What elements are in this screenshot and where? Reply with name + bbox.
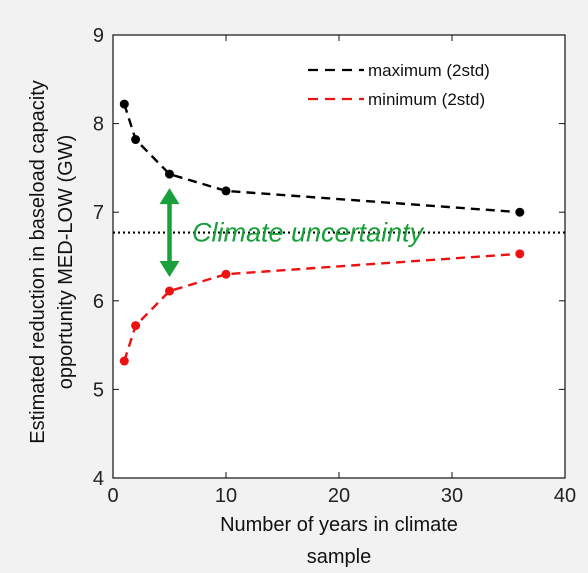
x-tick-label: 20 (328, 485, 350, 507)
x-axis-label-line-2: sample (307, 546, 371, 568)
series-1-point (131, 321, 141, 331)
legend-label-maximum: maximum (2std) (368, 61, 490, 80)
x-tick-label: 40 (554, 485, 576, 507)
series-0-point (165, 169, 174, 179)
uncertainty-arrow-head-top (159, 188, 180, 205)
x-tick-label: 30 (441, 485, 463, 507)
y-tick-label: 4 (93, 468, 104, 490)
y-tick-label: 8 (93, 114, 104, 136)
series-0-point (131, 135, 141, 145)
y-tick-label: 7 (93, 202, 104, 224)
y-tick-label: 5 (93, 379, 104, 401)
series-1-point (119, 356, 129, 366)
y-ticks: 4 5 6 7 8 9 (93, 25, 565, 490)
annotation: Climate uncertainty (159, 188, 425, 278)
y-tick-label: 9 (93, 25, 104, 47)
series-layer (119, 99, 525, 366)
x-ticks: 0 10 20 30 40 (107, 35, 576, 507)
y-axis-label-line-2: opportunity MED-LOW (GW) (55, 135, 77, 389)
series-1-point (221, 269, 231, 279)
legend-label-minimum: minimum (2std) (368, 90, 485, 109)
plot-area (112, 34, 566, 479)
series-0-point (119, 99, 129, 109)
uncertainty-arrow-head-bottom (159, 261, 180, 278)
x-tick-label: 10 (215, 485, 237, 507)
series-0-point (515, 207, 525, 217)
y-tick-label: 6 (93, 291, 104, 313)
series-0-point (221, 186, 231, 196)
legend: maximum (2std) minimum (2std) (308, 61, 490, 109)
series-1-point (165, 286, 174, 296)
x-tick-label: 0 (107, 485, 118, 507)
series-line-1 (123, 252, 520, 362)
x-axis-label-line-1: Number of years in climate (220, 514, 458, 536)
series-1-point (515, 249, 525, 259)
series-line-0 (123, 103, 520, 214)
y-axis-label-line-1: Estimated reduction in baseload capacity (27, 80, 49, 444)
annotation-label: Climate uncertainty (192, 218, 425, 248)
